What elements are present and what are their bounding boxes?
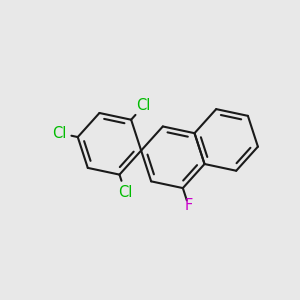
Text: Cl: Cl [52, 126, 67, 141]
Text: F: F [184, 197, 193, 212]
Text: Cl: Cl [136, 98, 151, 113]
Text: Cl: Cl [118, 185, 133, 200]
